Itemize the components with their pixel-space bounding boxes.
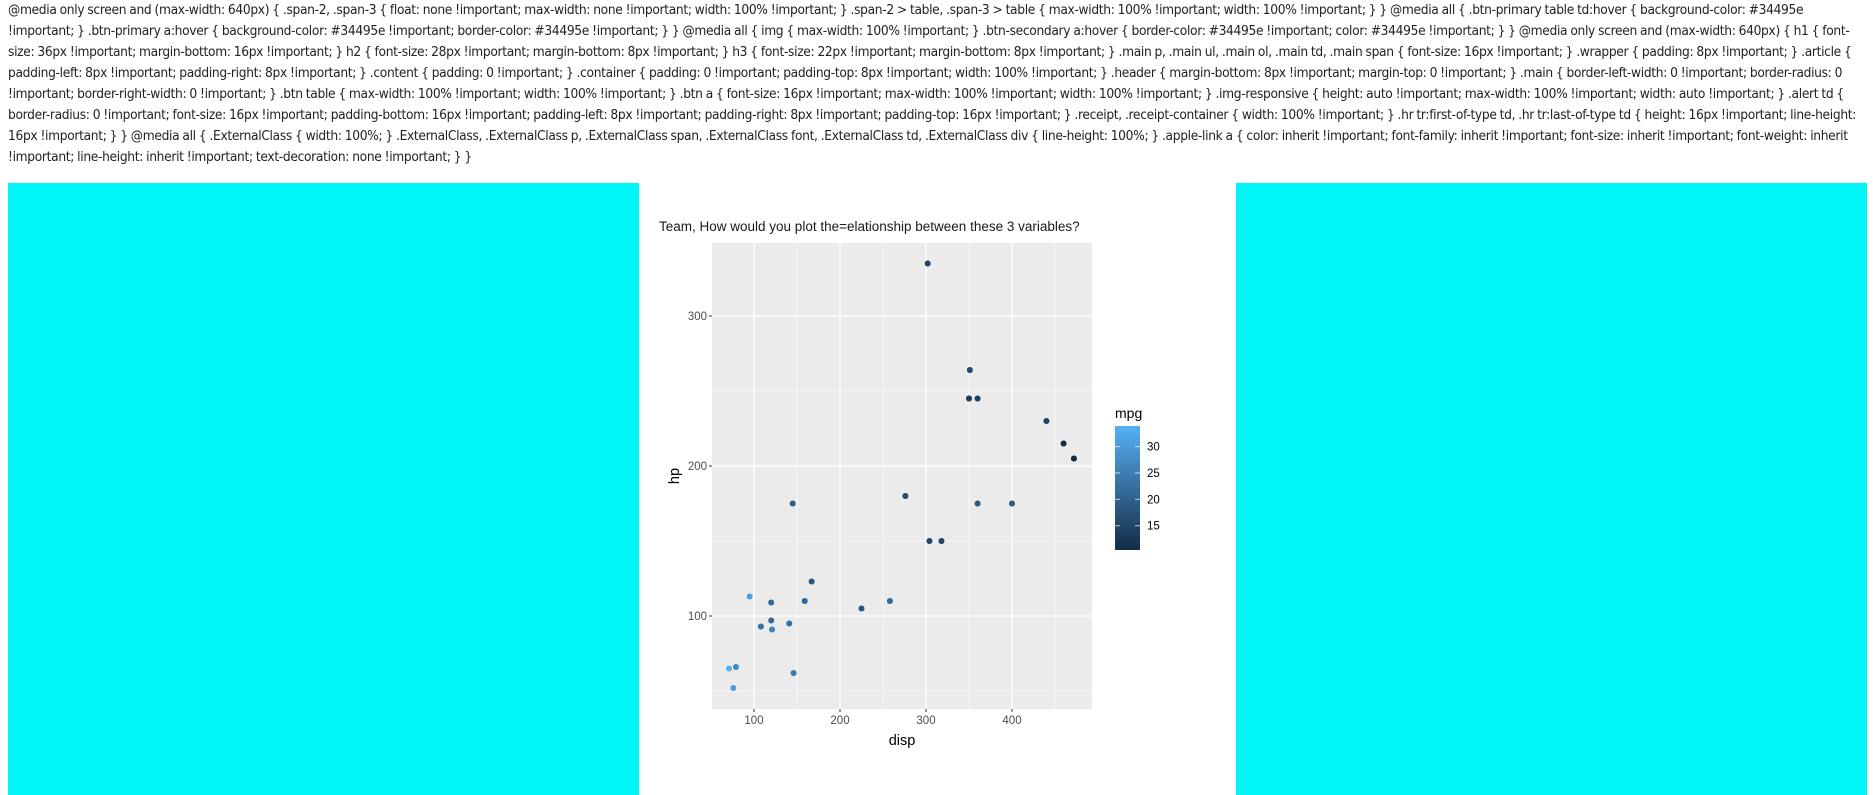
x-tick-label: 400 [1002,715,1021,727]
data-point [768,625,776,634]
raw-css-text: @media only screen and (max-width: 640px… [8,3,1857,165]
plot-panel [712,243,1092,709]
minor-gridlines [712,243,1092,709]
y-tick-label: 300 [688,311,707,323]
data-point [1060,439,1068,448]
legend-title: mpg [1115,405,1142,421]
data-point [746,592,754,601]
y-axis: 100 200 300 [688,311,712,623]
data-point [974,499,982,508]
legend-ticks: 15 20 25 30 [1115,442,1160,533]
data-point [767,616,775,625]
data-point [937,537,946,545]
data-point [757,622,765,631]
data-point [732,663,740,671]
y-tick-label: 100 [688,611,707,623]
legend-tick-label: 20 [1147,494,1160,506]
legend-colorbar [1115,426,1140,550]
data-point [785,619,793,628]
data-point [925,537,933,545]
data-point [924,259,932,268]
data-point [901,492,909,500]
left-side-panel [8,183,639,795]
data-point [886,597,894,605]
data-point [801,597,809,605]
legend-tick-label: 15 [1147,521,1160,533]
x-axis-title: disp [889,733,916,749]
x-tick-label: 300 [916,715,935,727]
data-point [767,598,775,607]
data-point [808,577,816,586]
data-point [729,684,737,692]
data-point [725,664,733,673]
data-point [857,604,866,613]
color-legend: mpg 15 20 25 30 [1115,405,1160,550]
data-point [965,394,973,403]
data-point [790,669,798,677]
right-side-panel [1236,183,1867,795]
data-point [974,394,982,403]
x-tick-label: 100 [744,715,763,727]
x-axis: 100 200 300 400 [744,709,1022,727]
data-point [966,366,974,374]
x-tick-label: 200 [830,715,849,727]
chart-title: Team, How would you plot the=elationship… [659,219,1080,234]
legend-tick-label: 25 [1147,468,1160,480]
data-point [1042,417,1050,425]
major-gridlines [712,243,1092,709]
data-point [1008,499,1016,508]
data-point [1070,454,1078,463]
y-tick-label: 200 [688,461,707,473]
y-axis-title: hp [667,468,683,484]
data-points [725,259,1078,692]
data-point [789,499,797,508]
legend-tick-label: 30 [1147,442,1160,454]
